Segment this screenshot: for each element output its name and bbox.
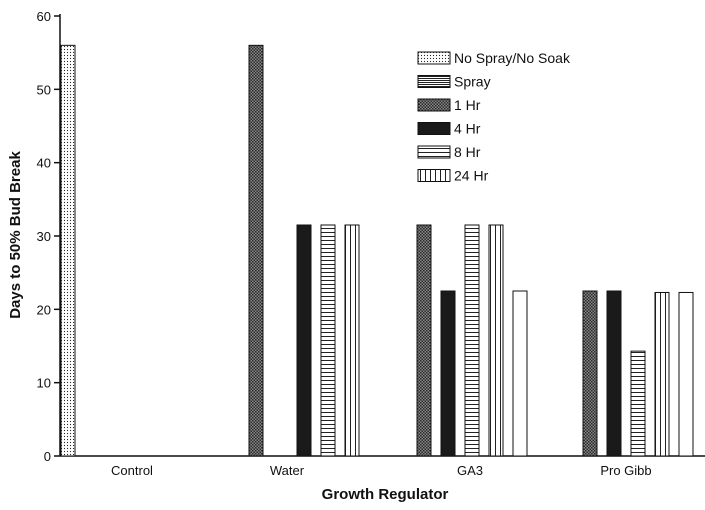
legend-label: Spray xyxy=(454,74,491,90)
bar-8-hr-water xyxy=(320,224,336,457)
bar-series-6-pro-gibb xyxy=(678,291,694,457)
bar-8-hr-pro-gibb xyxy=(630,350,646,457)
bar-1-hr-ga3 xyxy=(416,224,432,457)
legend-swatch xyxy=(417,75,451,88)
y-tick-label: 10 xyxy=(37,376,51,391)
bar-4-hr-pro-gibb xyxy=(606,290,622,457)
legend: No Spray/No Soak Spray 1 Hr 4 Hr 8 Hr 24 Hr xyxy=(417,50,571,184)
y-tick-label: 60 xyxy=(37,9,51,24)
bar-4-hr-ga3 xyxy=(440,290,456,457)
legend-label: 8 Hr xyxy=(454,144,481,160)
x-tick-label: Water xyxy=(270,463,305,478)
legend-swatch xyxy=(417,145,451,159)
x-tick-label: Pro Gibb xyxy=(600,463,651,478)
bar-8-hr-ga3 xyxy=(464,224,480,457)
bar-24-hr-pro-gibb xyxy=(654,291,670,457)
bar-24-hr-ga3 xyxy=(488,224,504,457)
legend-swatch xyxy=(417,51,451,65)
x-axis-title: Growth Regulator xyxy=(322,486,449,503)
bar-no-spray-no-soak-control xyxy=(60,44,76,457)
y-tick-label: 50 xyxy=(37,82,51,97)
y-tick-label: 0 xyxy=(44,449,51,464)
bar-4-hr-water xyxy=(296,224,312,457)
y-ticks: 0 10 20 30 40 50 60 xyxy=(37,9,60,464)
legend-label: 1 Hr xyxy=(454,97,481,113)
bar-series-6-ga3 xyxy=(512,290,528,457)
bar-1-hr-pro-gibb xyxy=(582,290,598,457)
legend-label: 24 Hr xyxy=(454,168,489,184)
bars-group xyxy=(60,44,694,457)
y-tick-label: 40 xyxy=(37,156,51,171)
y-tick-label: 20 xyxy=(37,302,51,317)
x-tick-labels: Control Water GA3 Pro Gibb xyxy=(111,463,652,478)
bar-24-hr-water xyxy=(344,224,360,457)
legend-swatch xyxy=(417,169,451,182)
x-tick-label: Control xyxy=(111,463,153,478)
legend-label: No Spray/No Soak xyxy=(454,50,571,66)
x-tick-label: GA3 xyxy=(457,463,483,478)
bar-1-hr-water xyxy=(248,44,264,457)
y-axis-title: Days to 50% Bud Break xyxy=(7,151,24,319)
legend-label: 4 Hr xyxy=(454,121,481,137)
y-tick-label: 30 xyxy=(37,229,51,244)
legend-swatch xyxy=(417,122,451,135)
legend-swatch xyxy=(417,98,451,112)
